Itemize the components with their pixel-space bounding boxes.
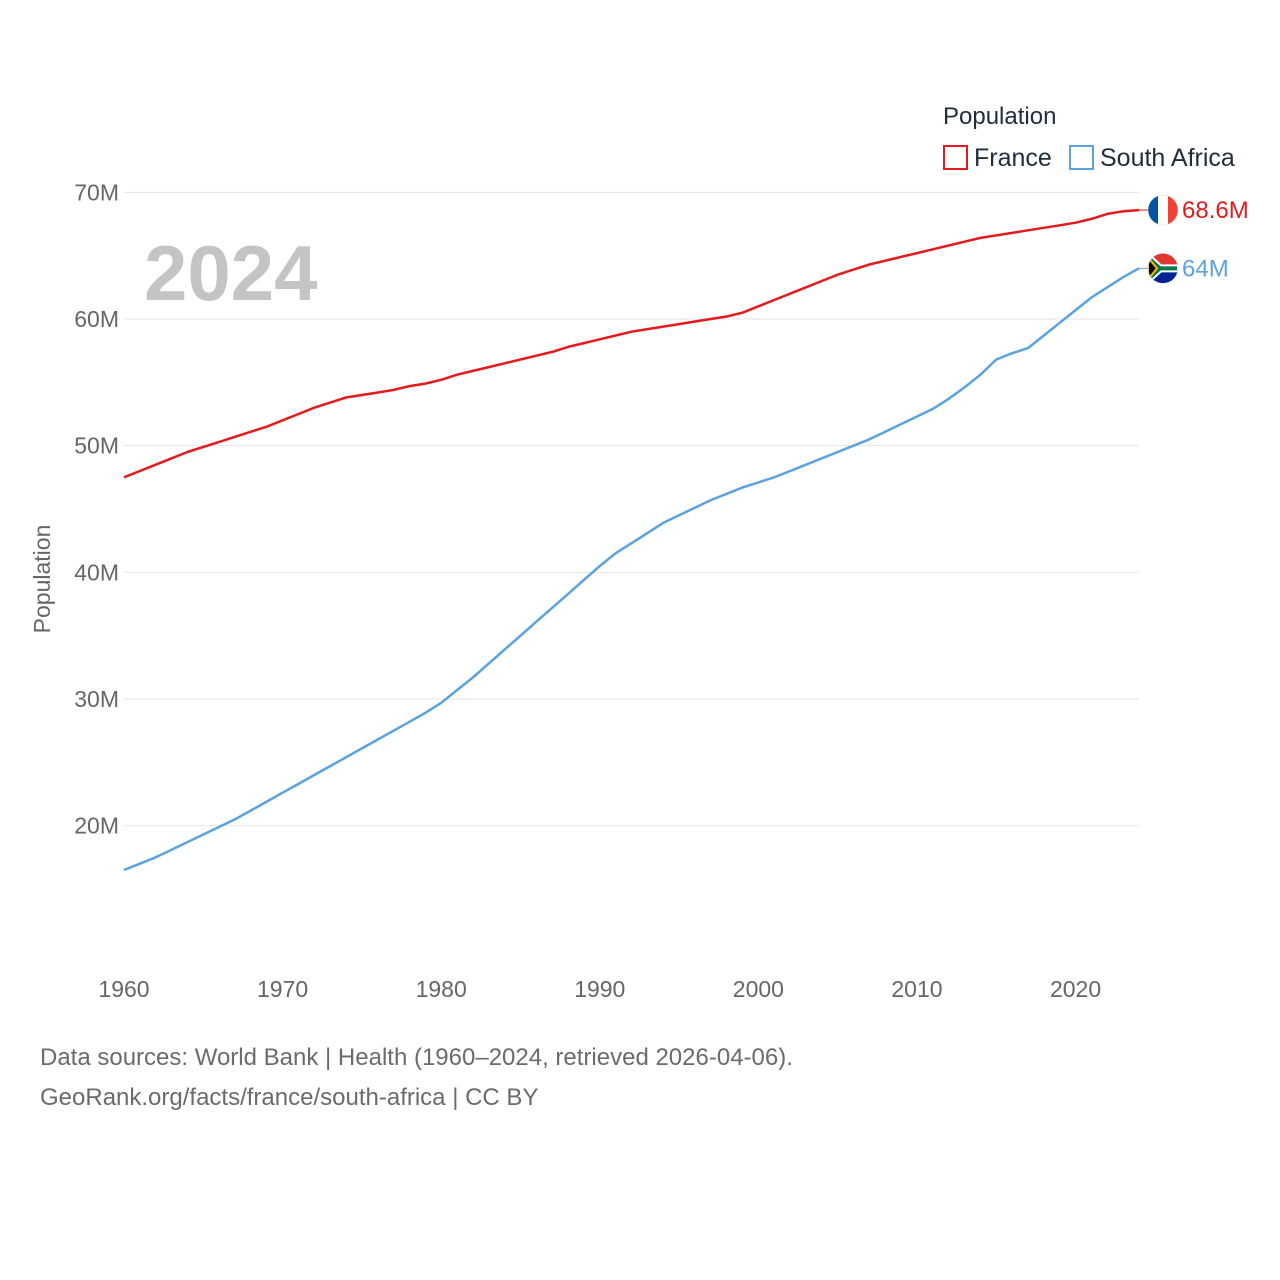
x-tick-label: 1980 [416, 976, 467, 1002]
series-line-france[interactable] [123, 208, 1140, 479]
x-axis-ticks: 1960 1970 1980 1990 2000 2010 2020 [98, 976, 1101, 1002]
end-value-label-south-africa: 64M [1182, 255, 1229, 282]
legend-label-france: France [974, 144, 1052, 172]
legend-swatch-south-africa [1069, 145, 1094, 170]
footer-link[interactable]: GeoRank.org/facts/france/south-africa | … [40, 1084, 539, 1111]
y-tick-label: 50M [74, 433, 119, 459]
south-africa-flag-icon [1147, 253, 1179, 284]
y-axis-ticks: 20M 30M 40M 50M 60M 70M [74, 179, 119, 838]
x-tick-label: 1990 [574, 976, 625, 1002]
legend-item-south-africa[interactable]: South Africa [1069, 144, 1235, 172]
x-tick-label: 2020 [1050, 976, 1101, 1002]
footer-sources: Data sources: World Bank | Health (1960–… [40, 1044, 793, 1071]
x-tick-label: 1960 [98, 976, 149, 1002]
series-lines [123, 208, 1140, 872]
legend-title: Population [943, 103, 1056, 130]
year-label: 2024 [144, 229, 318, 317]
france-flag-icon [1147, 194, 1179, 226]
legend-item-france[interactable]: France [943, 144, 1052, 172]
legend: Population France South Africa [943, 103, 1235, 172]
y-tick-label: 30M [74, 686, 119, 712]
end-labels: 68.6M 64M [1139, 194, 1249, 284]
legend-label-south-africa: South Africa [1100, 144, 1235, 172]
legend-swatch-france [943, 145, 968, 170]
y-tick-label: 70M [74, 179, 119, 205]
x-tick-label: 1970 [257, 976, 308, 1002]
y-axis-title: Population [29, 525, 55, 634]
x-tick-label: 2010 [891, 976, 942, 1002]
series-line-south-africa[interactable] [123, 267, 1140, 872]
y-tick-label: 40M [74, 559, 119, 585]
end-value-label-france: 68.6M [1182, 197, 1249, 224]
y-tick-label: 60M [74, 306, 119, 332]
grid-lines [124, 191, 1139, 827]
x-tick-label: 2000 [733, 976, 784, 1002]
y-tick-label: 20M [74, 813, 119, 839]
